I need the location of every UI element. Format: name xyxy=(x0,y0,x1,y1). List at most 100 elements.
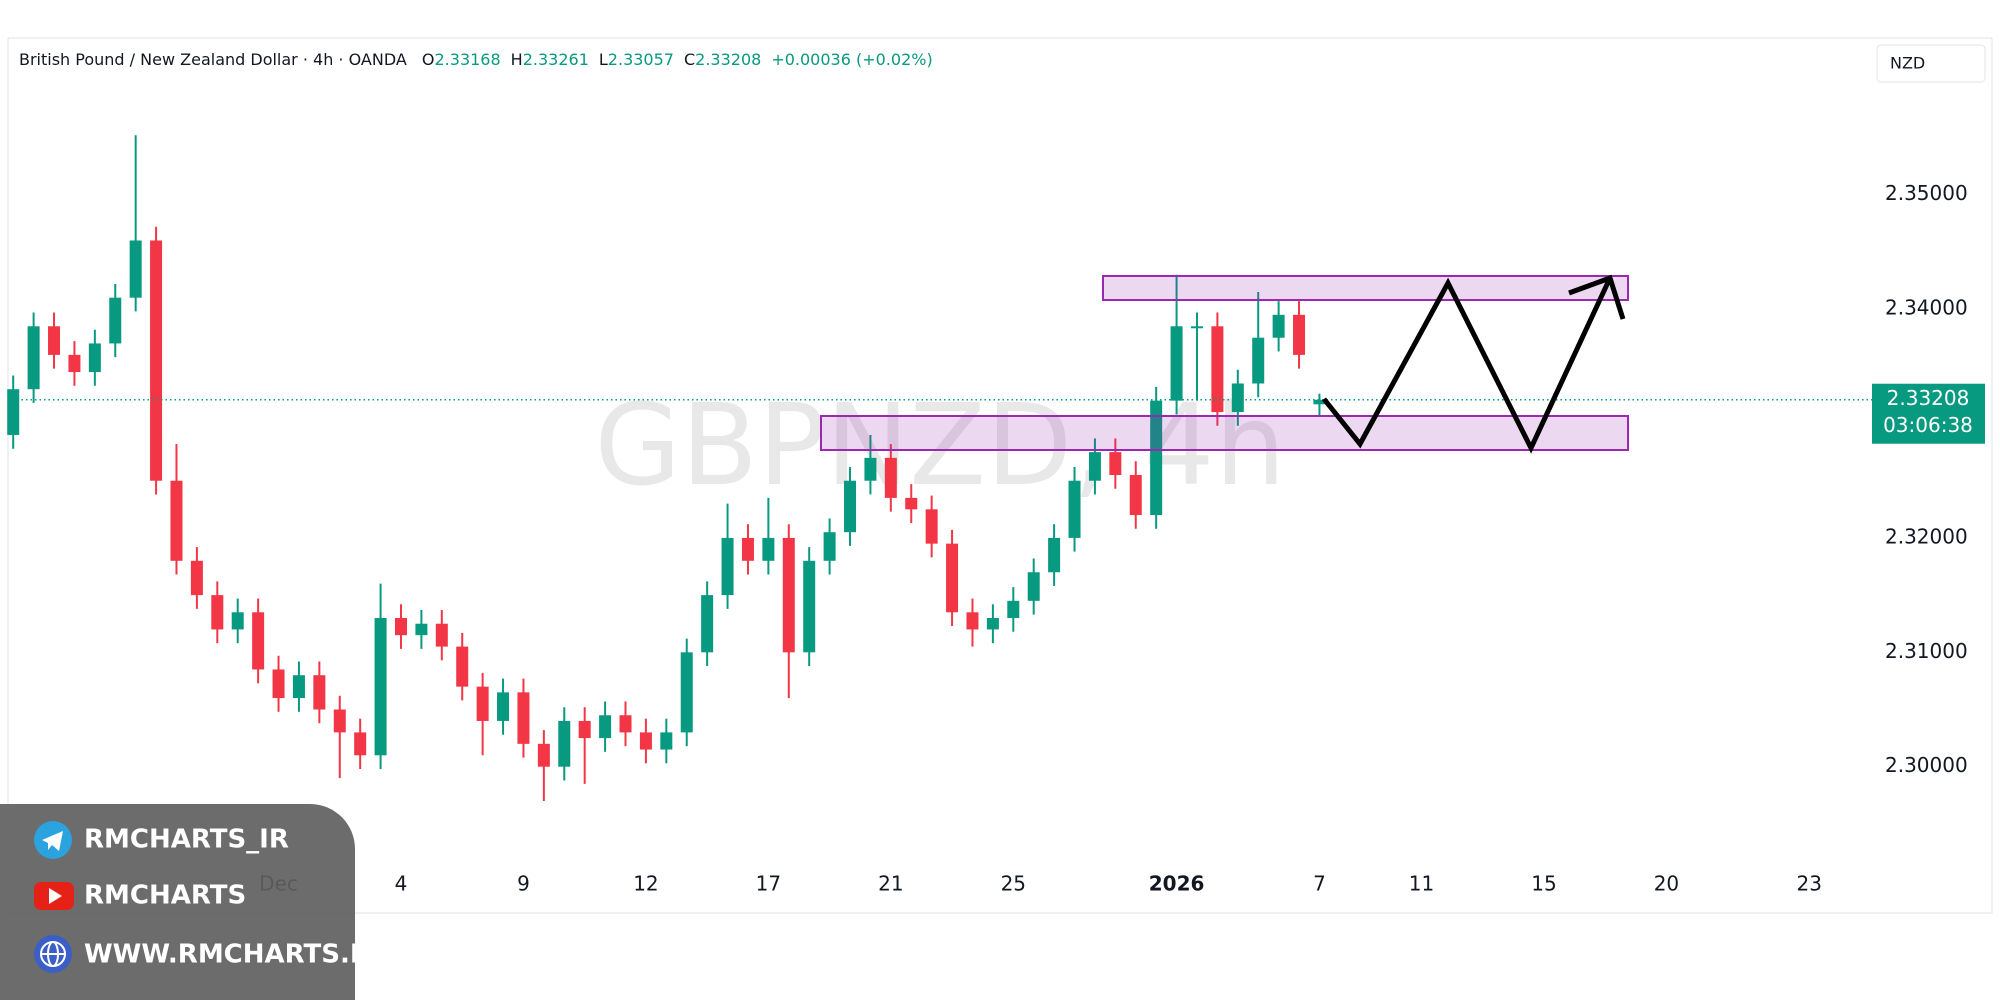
candle-body xyxy=(1048,537,1061,573)
candle-body xyxy=(517,692,530,744)
candle-body xyxy=(497,692,510,721)
support-zone xyxy=(820,415,1629,451)
candle-body xyxy=(374,617,387,756)
resistance-zone xyxy=(1102,275,1629,301)
x-tick-label: 11 xyxy=(1409,872,1434,896)
candle-body xyxy=(1252,337,1265,384)
legend-header: British Pound / New Zealand Dollar · 4h … xyxy=(19,50,933,69)
telegram-handle: RMCHARTS_IR xyxy=(84,825,289,855)
candle-body xyxy=(456,646,469,687)
candle-body xyxy=(1231,383,1244,413)
candle-body xyxy=(599,715,612,739)
candle-body xyxy=(1313,399,1326,405)
candle-body xyxy=(109,297,122,344)
candle-body xyxy=(354,732,367,756)
candle-body xyxy=(313,675,326,710)
ohlc-value: 2.33057 xyxy=(607,50,674,69)
x-tick-label: 9 xyxy=(517,872,530,896)
candle-body xyxy=(741,537,754,561)
candle-body xyxy=(1190,326,1203,329)
ohlc-label: H xyxy=(510,50,523,69)
x-tick-label: 25 xyxy=(1001,872,1026,896)
y-tick-label: 2.30000 xyxy=(1885,753,1968,777)
change: +0.00036 (+0.02%) xyxy=(771,50,933,69)
globe-lines xyxy=(40,941,66,967)
candle-body xyxy=(272,669,285,699)
y-tick-label: 2.31000 xyxy=(1885,639,1968,663)
x-tick-label: 7 xyxy=(1313,872,1326,896)
candle-body xyxy=(1272,314,1285,338)
candle-body xyxy=(1027,572,1040,601)
ohlc-value: 2.33208 xyxy=(695,50,762,69)
candle-body xyxy=(190,560,203,596)
candle-body xyxy=(292,675,305,699)
candle-body xyxy=(946,543,959,613)
x-tick-label: 12 xyxy=(633,872,658,896)
telegram-plane xyxy=(42,831,63,851)
candle-body xyxy=(27,326,40,390)
candle-body xyxy=(986,617,999,630)
x-tick-label: 17 xyxy=(756,872,781,896)
candle-body xyxy=(782,537,795,653)
youtube-play xyxy=(49,888,62,904)
candle-body xyxy=(701,595,714,653)
candle-body xyxy=(88,343,101,373)
candle-body xyxy=(864,457,877,481)
candle-body xyxy=(762,537,775,561)
projection-arrowhead xyxy=(1568,274,1626,320)
x-tick-label: 2026 xyxy=(1149,872,1205,896)
candle-body xyxy=(823,532,836,561)
candle-body xyxy=(721,537,734,596)
candle-body xyxy=(394,617,407,636)
ohlc-label: C xyxy=(683,50,696,69)
candle-body xyxy=(1007,600,1020,618)
ohlc-label: L xyxy=(598,50,608,69)
projection-path xyxy=(1322,276,1613,454)
currency-label[interactable]: NZD xyxy=(1890,54,1925,73)
candle-body xyxy=(435,623,448,647)
bar-countdown: 03:06:38 xyxy=(1883,413,1973,437)
candle-body xyxy=(150,240,163,481)
candle-body xyxy=(537,743,550,767)
x-tick-label: 20 xyxy=(1654,872,1679,896)
youtube-handle: RMCHARTS xyxy=(84,881,246,911)
plot xyxy=(7,135,1872,802)
candle-body xyxy=(558,720,571,767)
symbol-watermark: GBPNZD, 4h xyxy=(594,381,1285,511)
candle-body xyxy=(129,240,142,298)
x-tick-label: 15 xyxy=(1531,872,1556,896)
candle-body xyxy=(844,480,857,533)
y-tick-label: 2.32000 xyxy=(1885,524,1968,548)
candle-body xyxy=(476,686,489,721)
currency-box[interactable] xyxy=(1876,44,1986,83)
candle-body xyxy=(7,389,20,435)
candle-body xyxy=(639,732,652,750)
x-tick-label: 4 xyxy=(395,872,408,896)
ohlc-label: O xyxy=(421,50,435,69)
candle-body xyxy=(905,497,918,510)
candle-body xyxy=(578,720,591,739)
candle-body xyxy=(803,560,816,653)
candle-body xyxy=(660,732,673,750)
symbol-title: British Pound / New Zealand Dollar · 4h … xyxy=(19,50,407,69)
social-panel xyxy=(0,804,355,1000)
candle-body xyxy=(333,709,346,733)
candle-body xyxy=(966,612,979,630)
candle-body xyxy=(925,509,938,544)
candle-body xyxy=(48,326,61,355)
candle-body xyxy=(1109,452,1122,475)
candle-body xyxy=(415,623,428,636)
website: WWW.RMCHARTS.IR xyxy=(84,940,380,970)
y-tick-label: 2.35000 xyxy=(1885,181,1968,205)
x-tick-label: 23 xyxy=(1797,872,1822,896)
candle-body xyxy=(211,595,224,630)
candle-body xyxy=(1088,452,1101,481)
ohlc-value: 2.33261 xyxy=(522,50,589,69)
candle-body xyxy=(1170,326,1183,401)
candle-body xyxy=(680,652,693,733)
candle-body xyxy=(1068,480,1081,538)
last-price-label: 2.33208 xyxy=(1887,386,1970,410)
last-price-badge xyxy=(1872,383,1985,444)
